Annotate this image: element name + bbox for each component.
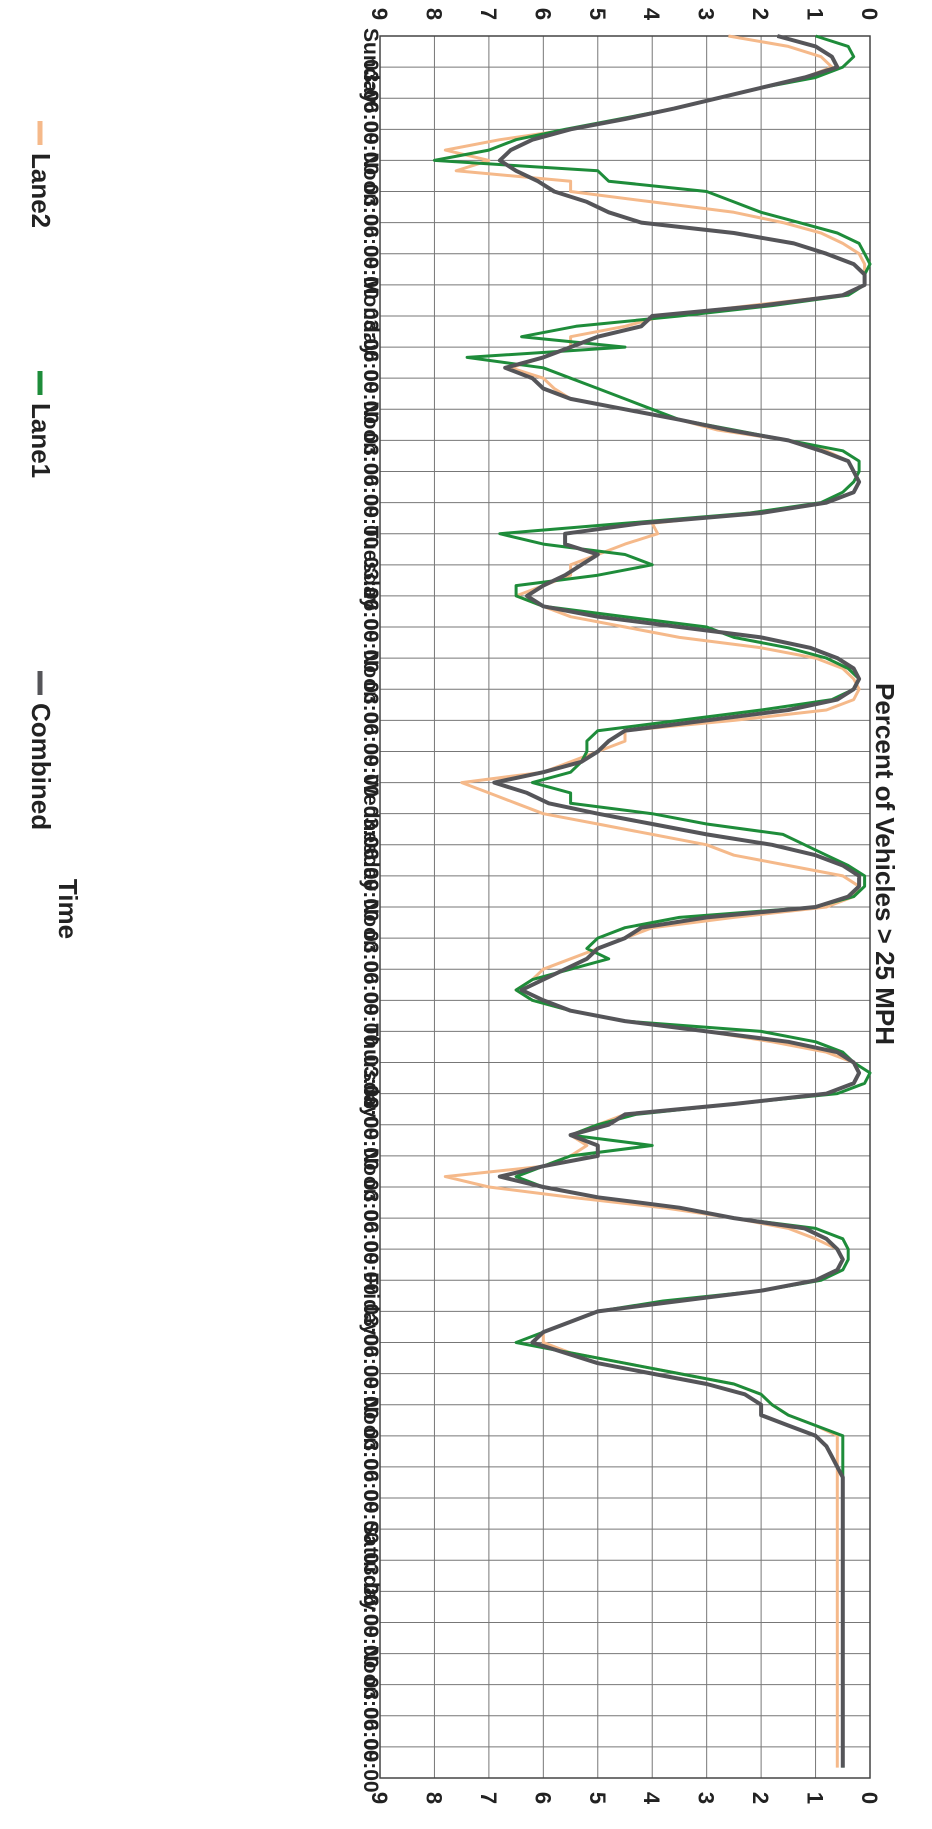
x-tick-label: 09:00	[359, 370, 382, 424]
y-tick-label-top: 4	[639, 1792, 664, 1805]
x-tick-label: 06:00	[359, 1210, 382, 1264]
x-tick-label: 06:00	[359, 1459, 382, 1513]
y-axis-ticks: 0 0 1 1 2 2 3 3 4 4 5 5 6 6 7 7 8 8 9 9	[367, 8, 882, 1805]
x-tick-label: Noon	[359, 1397, 382, 1451]
y-tick-label: 9	[367, 8, 392, 20]
x-axis-ticks: Sunday03:0006:0009:00Noon03:0006:0009:00…	[359, 28, 382, 1793]
x-tick-label: 03:00	[359, 557, 382, 611]
x-tick-label: 09:00	[359, 1490, 382, 1544]
x-tick-label: 06:00	[359, 90, 382, 144]
x-tick-label: Noon	[359, 1148, 382, 1202]
y-tick-label: 6	[530, 8, 555, 20]
legend-label-lane1: Lane1	[26, 403, 56, 478]
x-tick-label: 03:00	[359, 308, 382, 362]
x-tick-label: 03:00	[359, 681, 382, 735]
y-tick-label: 8	[421, 8, 446, 20]
y-tick-label: 5	[585, 8, 610, 20]
x-tick-label: 03:00	[359, 1055, 382, 1109]
x-tick-label: Tuesday	[359, 526, 382, 610]
legend-label-lane2: Lane2	[26, 153, 56, 228]
x-tick-label: Friday	[359, 1272, 382, 1335]
x-tick-label: 03:00	[359, 1552, 382, 1606]
x-tick-label: Saturday	[359, 1521, 382, 1611]
x-tick-label: 06:00	[359, 712, 382, 766]
y-tick-label-top: 8	[421, 1792, 446, 1804]
series-line-lane2	[443, 34, 867, 1768]
y-tick-label-top: 2	[748, 1792, 773, 1804]
x-tick-label: Noon	[359, 152, 382, 206]
y-tick-label-top: 0	[857, 1792, 882, 1804]
legend: Combined Lane1 Lane2	[26, 121, 56, 830]
x-tick-label: Noon	[359, 1646, 382, 1700]
y-axis-title: Percent of Vehicles > 25 MPH	[870, 683, 900, 1045]
y-tick-label: 3	[694, 8, 719, 20]
x-tick-label: 06:00	[359, 1583, 382, 1637]
y-tick-label-top: 3	[694, 1792, 719, 1804]
x-tick-label: 09:00	[359, 246, 382, 300]
y-tick-label-top: 1	[803, 1792, 828, 1804]
x-tick-label: Noon	[359, 650, 382, 704]
legend-label-combined: Combined	[26, 703, 56, 830]
x-tick-label: 09:00	[359, 992, 382, 1046]
x-tick-label: 09:00	[359, 743, 382, 797]
x-tick-label: 06:00	[359, 1086, 382, 1140]
x-tick-label: 03:00	[359, 432, 382, 486]
x-tick-label: 09:00	[359, 1614, 382, 1668]
x-tick-label: 09:00	[359, 495, 382, 549]
series-line-combined	[492, 34, 867, 1768]
x-tick-label: Noon	[359, 899, 382, 953]
y-tick-label: 1	[803, 8, 828, 20]
y-tick-label-top: 9	[367, 1792, 392, 1804]
y-tick-label: 7	[476, 8, 501, 20]
x-tick-label: 03:00	[359, 930, 382, 984]
x-tick-label: 09:00	[359, 1739, 382, 1793]
x-tick-label: Thursday	[359, 1023, 382, 1118]
x-tick-label: 06:00	[359, 588, 382, 642]
plot-frame	[379, 35, 871, 1779]
x-tick-label: 03:00	[359, 59, 382, 113]
x-tick-label: 09:00	[359, 619, 382, 673]
x-tick-label: 03:00	[359, 1428, 382, 1482]
x-tick-label: Monday	[359, 277, 382, 357]
x-tick-label: 06:00	[359, 215, 382, 269]
x-tick-label: 03:00	[359, 806, 382, 860]
y-tick-label: 4	[639, 8, 664, 21]
x-tick-label: 09:00	[359, 1366, 382, 1420]
series-lines	[432, 34, 872, 1768]
x-tick-label: 03:00	[359, 1303, 382, 1357]
x-tick-label: 09:00	[359, 121, 382, 175]
x-tick-label: 03:00	[359, 1179, 382, 1233]
x-tick-label: 09:00	[359, 868, 382, 922]
x-tick-label: 06:00	[359, 1708, 382, 1762]
y-tick-label-top: 5	[585, 1792, 610, 1804]
x-tick-label: 06:00	[359, 837, 382, 891]
y-tick-label-top: 6	[530, 1792, 555, 1804]
y-tick-label-top: 7	[476, 1792, 501, 1804]
x-tick-label: 06:00	[359, 961, 382, 1015]
x-tick-label: 06:00	[359, 464, 382, 518]
grid	[379, 35, 871, 1779]
x-tick-label: 06:00	[359, 1335, 382, 1389]
x-tick-label: Sunday	[359, 28, 382, 104]
x-tick-label: Noon	[359, 401, 382, 455]
x-tick-label: Wednesday	[359, 775, 382, 892]
x-tick-label: 06:00	[359, 339, 382, 393]
x-tick-label: 03:00	[359, 1677, 382, 1731]
x-tick-label: 09:00	[359, 1117, 382, 1171]
y-tick-label: 0	[857, 8, 882, 20]
x-tick-label: 09:00	[359, 1241, 382, 1295]
x-tick-label: 03:00	[359, 184, 382, 238]
y-tick-label: 2	[748, 8, 773, 20]
x-axis-title: Time	[53, 879, 83, 939]
